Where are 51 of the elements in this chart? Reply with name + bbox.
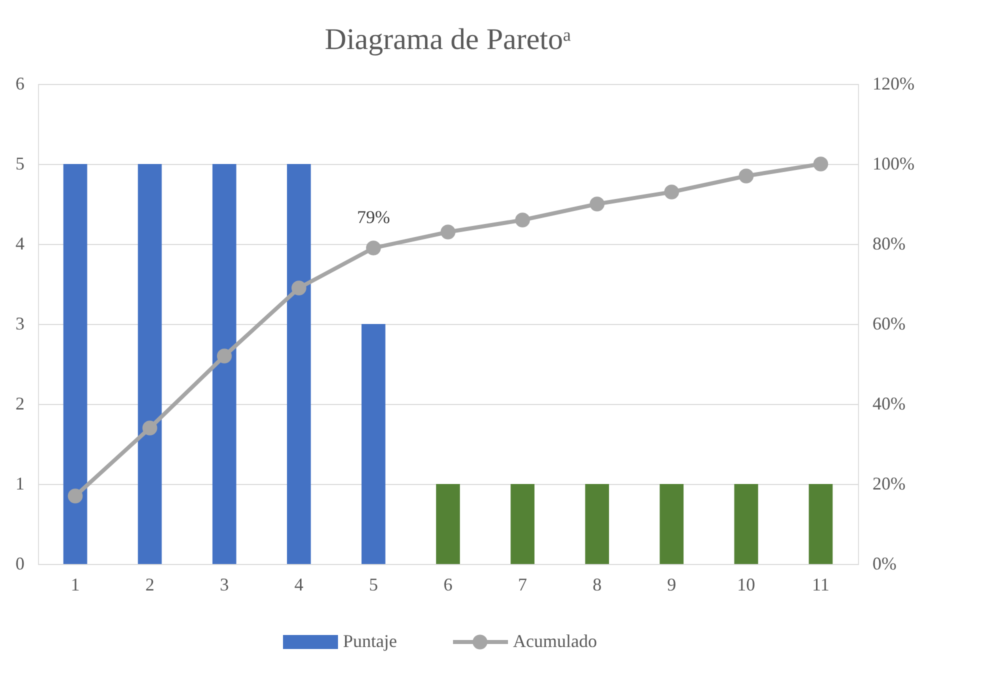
point	[515, 212, 530, 228]
y-tick-label: 6	[16, 74, 24, 94]
bar	[585, 484, 610, 564]
x-tick-label: 1	[70, 574, 80, 594]
x-tick-label: 6	[444, 574, 452, 594]
point	[216, 348, 232, 364]
bar	[63, 164, 88, 564]
point	[68, 488, 83, 504]
point	[664, 184, 680, 200]
x-tick-label: 4	[294, 574, 304, 594]
point	[738, 168, 754, 184]
bar	[362, 324, 386, 564]
bar	[212, 164, 236, 564]
y-tick-label: 4	[16, 234, 24, 254]
bar	[660, 484, 684, 564]
y2-tick-label: 80%	[872, 234, 906, 254]
x-tick-label: 9	[667, 574, 676, 594]
y2-tick-label: 20%	[872, 474, 906, 494]
legend-label: Puntaje	[343, 631, 397, 651]
y2-tick-label: 60%	[872, 314, 906, 334]
point	[366, 240, 381, 256]
y-tick-label: 3	[16, 314, 24, 334]
bar	[286, 164, 311, 564]
x-tick-label: 11	[812, 574, 830, 594]
chart-title: Diagrama de Paretoᵃ	[324, 23, 572, 56]
x-tick-label: 8	[592, 574, 602, 594]
point	[440, 224, 456, 240]
legend-label: Acumulado	[513, 631, 597, 651]
bar	[734, 484, 758, 564]
y-tick-label: 1	[16, 474, 24, 494]
x-tick-label: 3	[220, 574, 229, 594]
point	[142, 420, 158, 436]
x-tick-label: 2	[145, 574, 154, 594]
y2-tick-label: 40%	[872, 394, 906, 414]
bar	[510, 484, 534, 564]
x-tick-label: 10	[737, 574, 756, 594]
x-tick-label: 5	[368, 574, 378, 594]
point	[291, 280, 306, 296]
bar	[808, 484, 833, 564]
bar	[138, 164, 162, 564]
point	[590, 196, 605, 212]
y-tick-label: 2	[16, 394, 24, 414]
y2-tick-label: 120%	[872, 74, 914, 94]
y2-tick-label: 0%	[872, 554, 896, 574]
y-tick-label: 0	[16, 554, 24, 574]
point	[813, 156, 828, 172]
data-label: 79%	[356, 207, 390, 227]
x-tick-label: 7	[518, 574, 528, 594]
y2-tick-label: 100%	[872, 154, 914, 174]
bar	[436, 484, 460, 564]
y-tick-label: 5	[16, 154, 24, 174]
